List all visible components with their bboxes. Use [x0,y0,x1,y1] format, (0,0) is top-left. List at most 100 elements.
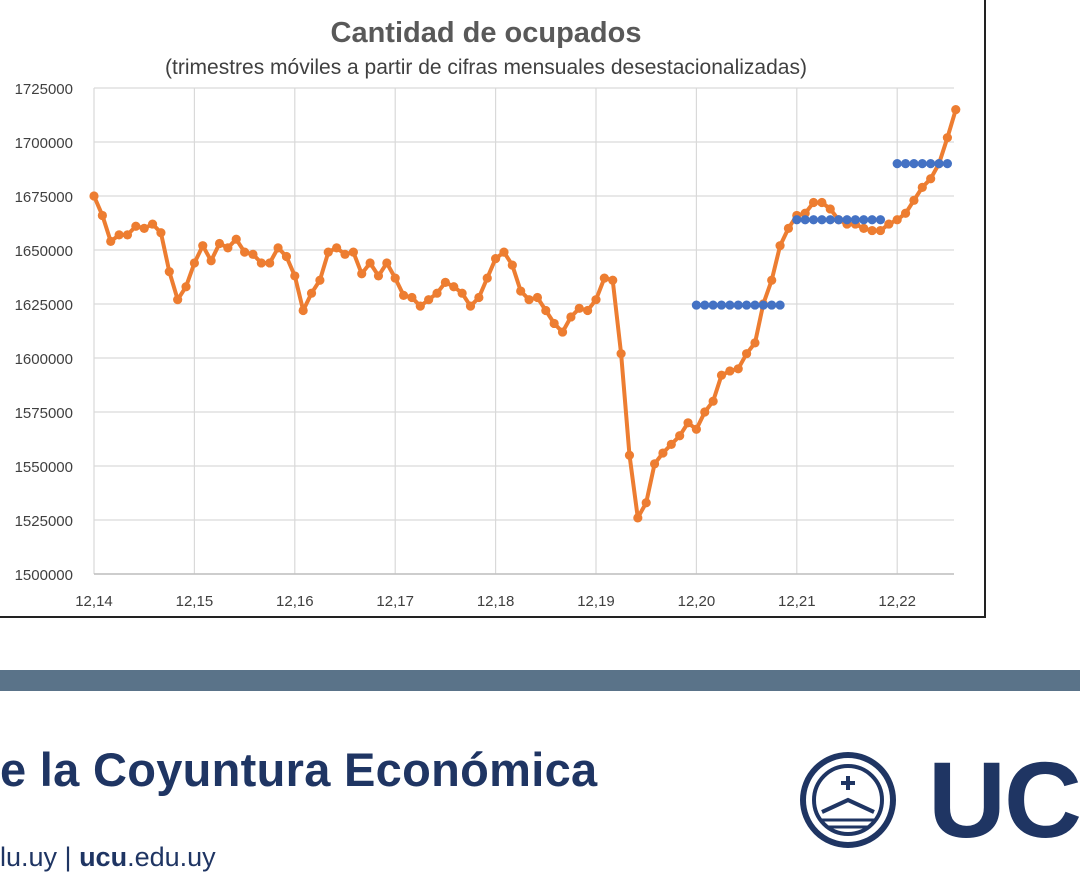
series-point [407,292,417,303]
y-tick-label: 1550000 [15,459,73,476]
series-point [817,197,827,208]
y-tick-label: 1675000 [15,189,73,206]
quarter-average-point [867,215,877,225]
x-tick-label: 12,15 [176,593,214,610]
series-point [900,208,911,218]
series-point [633,513,643,523]
quarter-average-point [716,300,727,310]
series-point [750,338,760,348]
logo-text: UC [928,739,1080,860]
quarter-average-point [808,215,819,225]
series-point [306,288,317,298]
series-point [507,260,517,270]
y-tick-label: 1500000 [15,567,73,584]
series-point [641,498,651,508]
quarter-average-point [850,215,860,225]
series-point [189,258,199,268]
series-point [708,396,718,406]
chart-title: Cantidad de ocupados [331,17,642,49]
series-point [683,418,693,428]
series-point [240,247,250,257]
series-point [691,424,702,434]
quarter-average-point [733,300,743,310]
x-tick-label: 12,14 [75,593,113,610]
series-point [340,249,350,259]
series-point [942,133,953,143]
series-point [465,301,476,311]
quarter-average-point [750,300,760,310]
series-point [365,258,375,268]
series-point [675,431,685,441]
x-tick-label: 12,22 [878,593,916,610]
series-point [273,243,283,253]
series-point [122,230,133,240]
series-point [89,191,99,201]
org-title: e la Coyuntura Económica [0,743,598,796]
series-point [315,275,325,285]
quarter-average-point [792,215,802,225]
quarter-average-point [834,215,844,225]
series-point [348,247,358,257]
series-point [424,295,434,305]
series-point [449,282,459,292]
series-point [917,182,927,192]
series-point [474,292,484,303]
series-point [97,210,107,221]
series-point [616,349,626,359]
series-point [524,295,534,305]
quarter-average-point [875,215,886,225]
y-tick-label: 1600000 [15,351,73,368]
quarter-average-point [892,159,902,169]
series-point [281,251,292,262]
quarter-average-point [926,159,936,169]
series-point [499,247,509,257]
series-point [457,288,467,298]
org-links[interactable]: lu.uy | ucu.edu.uy [0,842,216,873]
series-point [875,225,886,236]
links-bold: ucu [79,842,128,872]
series-point [415,301,425,311]
series-point [139,223,149,233]
x-tick-label: 12,20 [678,593,716,610]
x-tick-label: 12,21 [778,593,816,610]
quarter-average-point [767,300,777,310]
series-point [390,273,400,283]
quarter-average-point [842,215,852,225]
series-point [951,105,961,115]
links-prefix: lu.uy | [0,842,80,872]
series-point [357,269,367,279]
series-point [206,256,216,266]
series-point [599,273,609,283]
series-point [265,258,275,268]
series-point [624,450,635,460]
series-point [398,290,409,300]
quarter-average-point [708,300,718,310]
series-point [382,258,392,268]
quarter-average-point [942,159,953,169]
series-point [658,448,668,458]
series-point [147,219,158,229]
quarter-average-point [775,300,785,310]
chart-panel: Cantidad de ocupados (trimestres móviles… [0,0,986,618]
chart-subtitle: (trimestres móviles a partir de cifras m… [165,56,807,79]
series-point [700,407,710,417]
series-point [432,288,442,298]
quarter-average-point [800,215,810,225]
series-point [256,258,266,268]
series-point [583,305,593,316]
y-tick-label: 1700000 [15,135,73,152]
series-point [649,459,660,469]
series-point [867,225,877,236]
series-point [557,327,568,337]
series-point [106,236,116,246]
series-point [173,295,183,305]
x-tick-label: 12,19 [577,593,615,610]
quarter-average-point [758,300,768,310]
series-point [332,243,342,253]
series-point [231,234,241,244]
series-point [767,275,777,285]
series-point [800,208,810,218]
series-point [532,292,543,303]
y-tick-label: 1725000 [15,81,73,98]
footer-band [0,670,1080,691]
